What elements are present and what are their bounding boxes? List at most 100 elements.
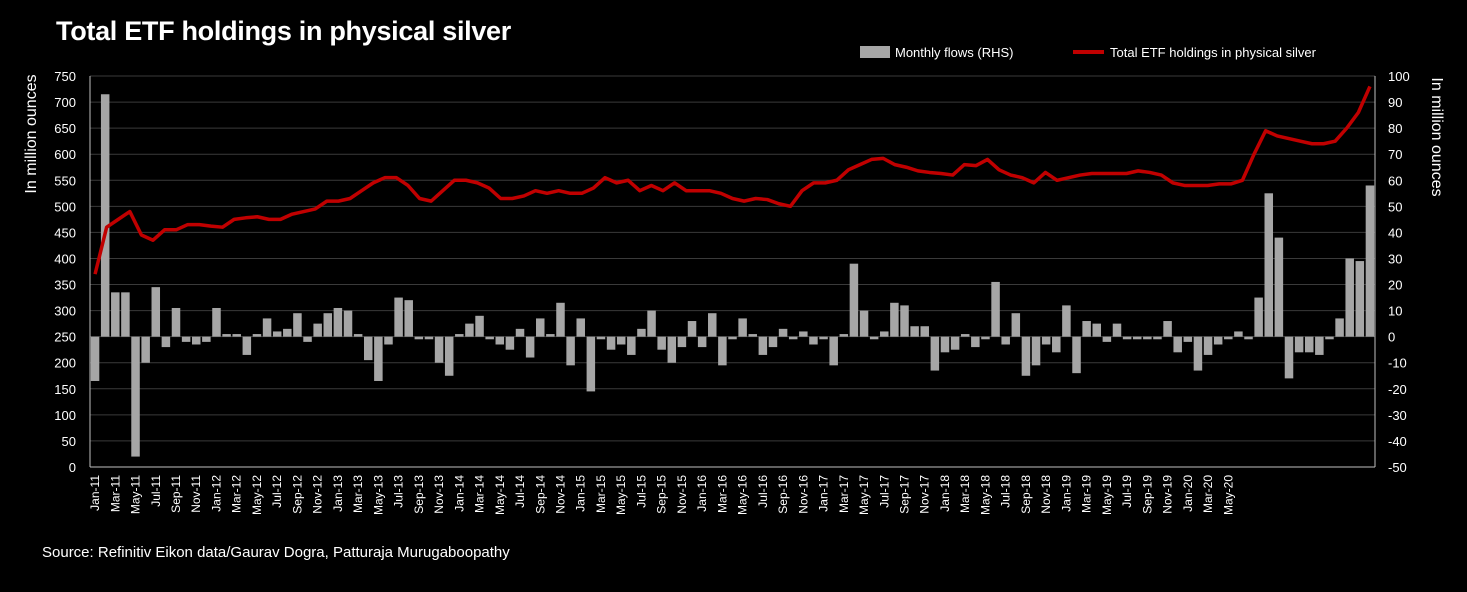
- flow-bar: [900, 305, 909, 337]
- x-tick-label: Mar-12: [230, 475, 244, 513]
- flow-bar: [788, 336, 798, 340]
- x-tick-label: Jul-14: [513, 475, 527, 508]
- y-axis-right-ticks: -50 -40 -30 -20 -10 0 10 20 30 40 50 60 70 80 90 100: [1388, 69, 1410, 475]
- flow-bar: [940, 336, 950, 353]
- line-series: [93, 85, 1372, 275]
- flow-bar: [637, 328, 646, 337]
- flow-bar: [374, 336, 383, 381]
- flow-bar: [1274, 237, 1284, 337]
- flow-bar: [677, 336, 687, 348]
- flow-bar: [799, 331, 808, 337]
- y-right-tick-label: 90: [1388, 95, 1402, 110]
- flow-bar: [536, 318, 545, 337]
- x-tick-label: Jan-11: [88, 475, 102, 511]
- flow-bar: [515, 328, 525, 337]
- y-axis-right-label: In million ounces: [1428, 77, 1445, 196]
- flow-bar: [1072, 336, 1081, 374]
- flow-bar: [728, 336, 737, 340]
- flow-bar: [890, 302, 899, 337]
- flow-bar: [960, 334, 970, 337]
- chart-title: Total ETF holdings in physical silver: [56, 16, 511, 46]
- y-left-tick-label: 200: [54, 356, 76, 371]
- flow-bar: [455, 334, 464, 337]
- flow-bar: [414, 336, 424, 340]
- y-right-tick-label: 100: [1388, 69, 1410, 84]
- flow-bar: [475, 315, 484, 337]
- flow-bar: [242, 336, 252, 355]
- legend-swatch-bars: [860, 46, 890, 58]
- x-tick-label: Sep-19: [1140, 475, 1154, 514]
- flow-bar: [171, 307, 181, 337]
- flow-bar: [303, 336, 312, 342]
- flow-bar: [1224, 336, 1233, 340]
- flow-bar: [1264, 193, 1274, 337]
- flow-bar: [606, 336, 616, 350]
- x-tick-label: Jan-15: [574, 475, 588, 512]
- axes: [89, 76, 1376, 468]
- x-tick-label: May-17: [857, 475, 871, 515]
- x-tick-label: May-19: [1100, 475, 1114, 515]
- flow-bar: [1173, 336, 1182, 353]
- x-tick-label: Sep-15: [655, 475, 669, 514]
- flow-bar: [202, 336, 211, 342]
- y-left-tick-label: 400: [54, 251, 76, 266]
- flow-bar: [566, 336, 575, 366]
- flow-bar: [586, 336, 596, 392]
- legend-label-bars: Monthly flows (RHS): [895, 45, 1013, 60]
- y-right-tick-label: 0: [1388, 330, 1395, 345]
- legend: Monthly flows (RHS) Total ETF holdings i…: [860, 45, 1317, 60]
- flow-bar: [333, 307, 343, 337]
- x-tick-label: Nov-14: [554, 475, 568, 514]
- x-tick-label: Mar-16: [715, 475, 729, 513]
- flow-bar: [1335, 318, 1344, 337]
- y-right-tick-label: -30: [1388, 408, 1407, 423]
- flow-bar: [212, 307, 221, 337]
- x-tick-label: Nov-12: [311, 475, 325, 514]
- x-tick-label: Jul-12: [270, 475, 284, 508]
- flow-bar: [809, 336, 818, 345]
- x-tick-label: Nov-11: [189, 475, 203, 513]
- flow-bar: [768, 336, 778, 348]
- x-tick-label: Nov-13: [432, 475, 446, 514]
- y-right-tick-label: 20: [1388, 278, 1402, 293]
- flow-bar: [1183, 336, 1193, 342]
- x-tick-label: Nov-16: [796, 475, 810, 514]
- flow-bar: [1153, 336, 1162, 340]
- y-left-tick-label: 50: [62, 434, 76, 449]
- flow-bar: [343, 310, 353, 337]
- x-tick-label: Mar-19: [1080, 475, 1094, 513]
- flow-bar: [627, 336, 636, 355]
- flow-bar: [1102, 336, 1112, 342]
- flow-bar: [424, 336, 434, 340]
- x-tick-label: Sep-13: [412, 475, 426, 514]
- flow-bar: [1355, 261, 1365, 337]
- y-left-tick-label: 700: [54, 95, 76, 110]
- flow-bar: [485, 336, 494, 340]
- y-right-tick-label: 50: [1388, 199, 1402, 214]
- flow-bar: [252, 334, 262, 337]
- x-tick-label: Mar-14: [473, 475, 487, 513]
- flow-bar: [1304, 336, 1314, 353]
- x-tick-label: Nov-19: [1161, 475, 1175, 514]
- y-right-tick-label: 40: [1388, 225, 1402, 240]
- x-tick-label: Jan-16: [695, 475, 709, 512]
- flow-bar: [1143, 336, 1152, 340]
- y-right-tick-label: 30: [1388, 251, 1402, 266]
- flow-bar: [151, 287, 161, 337]
- flow-bar: [262, 318, 272, 337]
- flow-bar: [1132, 336, 1142, 340]
- flow-bar: [1122, 336, 1132, 340]
- flow-bar: [738, 318, 747, 337]
- x-tick-label: Jul-16: [756, 475, 770, 508]
- legend-label-line: Total ETF holdings in physical silver: [1110, 45, 1317, 60]
- x-tick-label: Mar-20: [1201, 475, 1215, 513]
- flow-bar: [576, 318, 585, 337]
- y-left-tick-label: 600: [54, 147, 76, 162]
- y-right-tick-label: -20: [1388, 382, 1407, 397]
- y-right-tick-label: 10: [1388, 304, 1402, 319]
- y-left-tick-label: 500: [54, 199, 76, 214]
- flow-bar: [111, 292, 120, 337]
- flow-bar: [525, 336, 535, 358]
- flow-bar: [1041, 336, 1051, 345]
